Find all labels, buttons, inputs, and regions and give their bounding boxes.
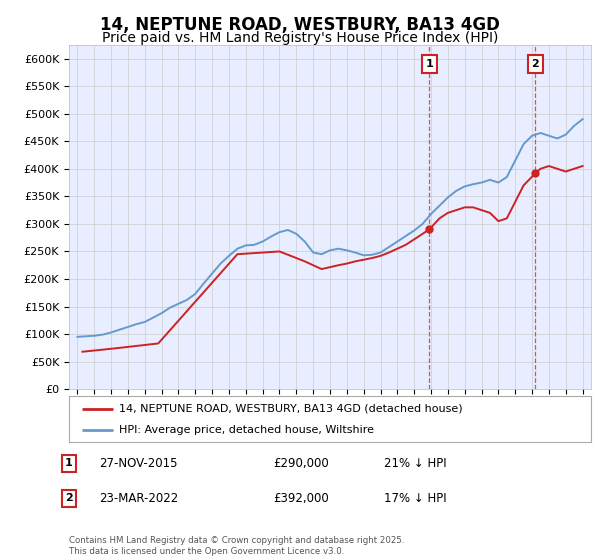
- Text: HPI: Average price, detached house, Wiltshire: HPI: Average price, detached house, Wilt…: [119, 425, 374, 435]
- Point: [530, 169, 540, 178]
- Text: 17% ↓ HPI: 17% ↓ HPI: [384, 492, 446, 505]
- Text: Price paid vs. HM Land Registry's House Price Index (HPI): Price paid vs. HM Land Registry's House …: [102, 31, 498, 45]
- Text: Contains HM Land Registry data © Crown copyright and database right 2025.
This d: Contains HM Land Registry data © Crown c…: [69, 536, 404, 556]
- Text: 14, NEPTUNE ROAD, WESTBURY, BA13 4GD (detached house): 14, NEPTUNE ROAD, WESTBURY, BA13 4GD (de…: [119, 404, 462, 414]
- Point: [425, 225, 434, 234]
- Text: 1: 1: [425, 59, 433, 69]
- Text: 2: 2: [532, 59, 539, 69]
- Text: 1: 1: [65, 458, 73, 468]
- Text: £392,000: £392,000: [273, 492, 329, 505]
- Text: 14, NEPTUNE ROAD, WESTBURY, BA13 4GD: 14, NEPTUNE ROAD, WESTBURY, BA13 4GD: [100, 16, 500, 34]
- Text: 21% ↓ HPI: 21% ↓ HPI: [384, 456, 446, 470]
- Text: 27-NOV-2015: 27-NOV-2015: [99, 456, 178, 470]
- Text: 23-MAR-2022: 23-MAR-2022: [99, 492, 178, 505]
- Text: £290,000: £290,000: [273, 456, 329, 470]
- Text: 2: 2: [65, 493, 73, 503]
